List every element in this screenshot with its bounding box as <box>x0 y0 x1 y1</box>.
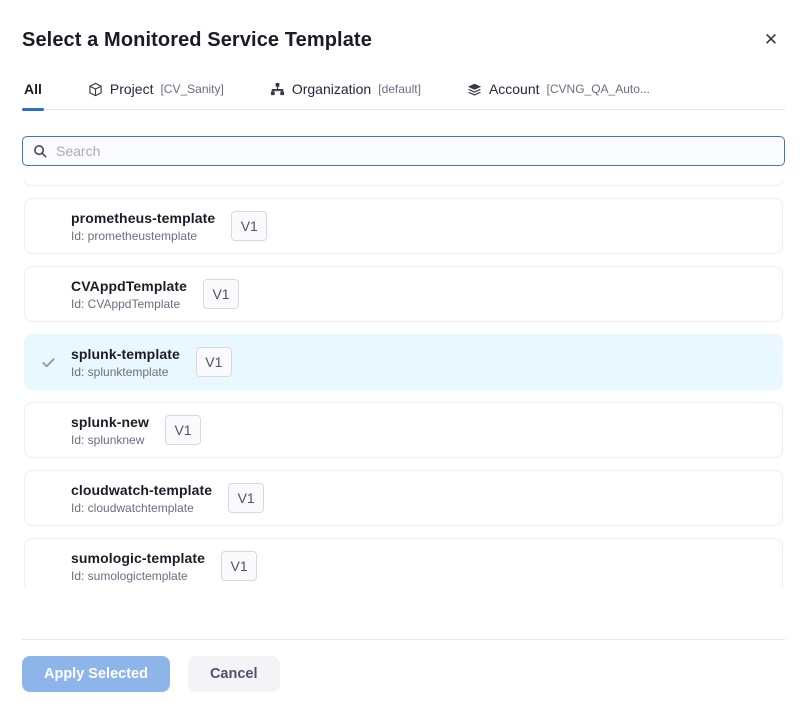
checkmark-icon <box>41 355 71 370</box>
modal-header: Select a Monitored Service Template ✕ <box>22 0 785 52</box>
version-badge: V1 <box>195 347 232 377</box>
template-list-item[interactable]: splunk-new Id: splunknew V1 <box>24 402 783 458</box>
tab-project[interactable]: Project [CV_Sanity] <box>86 81 226 109</box>
template-id: Id: splunknew <box>71 432 145 447</box>
tab-account[interactable]: Account [CVNG_QA_Auto... <box>465 81 652 109</box>
template-list-item[interactable]: sumologic-template Id: sumologictemplate… <box>24 538 783 587</box>
search-input[interactable] <box>56 143 774 159</box>
search-icon <box>33 144 48 159</box>
sitemap-icon <box>270 82 285 97</box>
tab-all[interactable]: All <box>22 81 44 111</box>
template-id: Id: sumologictemplate <box>71 568 188 583</box>
template-list-item[interactable]: splunk-template Id: splunktemplate V1 <box>24 334 783 390</box>
template-id: Id: CVAppdTemplate <box>71 296 181 311</box>
cancel-button[interactable]: Cancel <box>187 656 280 692</box>
scope-tabbar: All Project [CV_Sanity] <box>22 76 785 111</box>
apply-selected-button[interactable]: Apply Selected <box>22 656 170 692</box>
tab-account-scope: [CVNG_QA_Auto... <box>546 82 650 96</box>
search-box <box>22 136 785 166</box>
version-badge: V1 <box>165 415 202 445</box>
tab-all-label: All <box>24 81 42 97</box>
template-name: CVAppdTemplate <box>71 277 187 294</box>
template-id: Id: prometheustemplate <box>71 228 198 243</box>
footer-divider <box>22 639 785 640</box>
template-name: cloudwatch-template <box>71 481 213 498</box>
tab-project-label: Project <box>109 81 154 97</box>
close-button[interactable]: ✕ <box>759 28 783 52</box>
version-badge: V1 <box>231 211 268 241</box>
template-id: Id: cloudwatchtemplate <box>71 500 194 515</box>
template-name: sumologic-template <box>71 549 206 566</box>
template-name: splunk-new <box>71 413 150 430</box>
template-list-item[interactable]: cloudwatch-template Id: cloudwatchtempla… <box>24 470 783 526</box>
version-badge: V1 <box>203 279 239 309</box>
template-list-item[interactable]: CVAppdTemplate Id: CVAppdTemplate V1 <box>24 266 783 322</box>
template-name: splunk-template <box>71 345 180 362</box>
close-icon: ✕ <box>763 30 779 49</box>
tab-organization-scope: [default] <box>378 82 421 96</box>
tab-organization[interactable]: Organization [default] <box>268 81 423 109</box>
template-list[interactable]: prometheus-template Id: prometheustempla… <box>22 180 785 587</box>
template-list-item[interactable]: prometheus-template Id: prometheustempla… <box>24 198 783 254</box>
tab-project-scope: [CV_Sanity] <box>160 82 224 96</box>
template-id: Id: splunktemplate <box>71 364 169 379</box>
tab-organization-label: Organization <box>291 81 372 97</box>
cube-icon <box>88 82 103 97</box>
version-badge: V1 <box>228 483 265 513</box>
tab-account-label: Account <box>488 81 540 97</box>
modal-title: Select a Monitored Service Template <box>22 28 372 51</box>
modal-footer: Apply Selected Cancel <box>22 656 785 692</box>
clipped-row-above <box>24 180 783 186</box>
layers-icon <box>467 82 482 97</box>
template-name: prometheus-template <box>71 209 216 226</box>
version-badge: V1 <box>221 551 258 581</box>
